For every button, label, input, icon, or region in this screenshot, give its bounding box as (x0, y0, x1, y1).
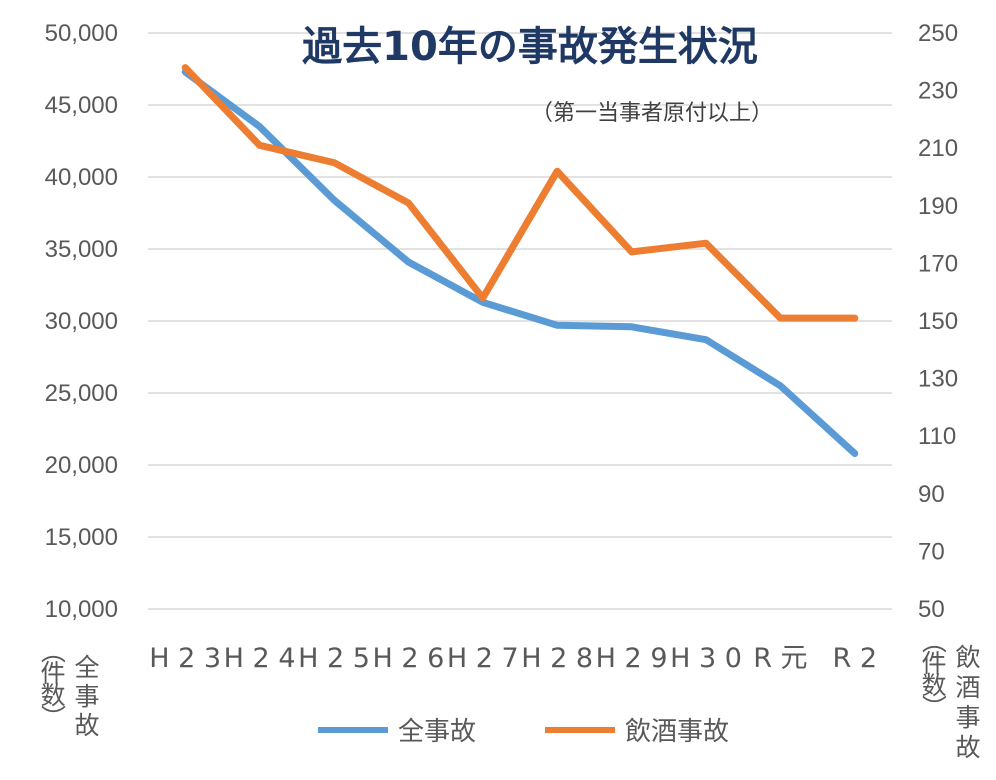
legend-label-drunk-accidents: 飲酒事故 (625, 717, 729, 747)
left-axis-label-unit-char: （ (38, 638, 67, 663)
left-tick-label: 20,000 (45, 452, 118, 479)
left-axis-label-main-char: 故 (74, 711, 99, 740)
right-tick-label: 210 (918, 135, 958, 162)
right-tick-label: 50 (918, 596, 945, 623)
gridlines (148, 32, 892, 610)
right-axis-ticks: 50 70 90 110 130 150 170 190 210 230 250 (918, 20, 958, 623)
series-line-0 (181, 68, 859, 457)
right-tick-label: 190 (918, 193, 958, 220)
x-tick-label: H 2 4 (224, 643, 296, 674)
left-axis-label: 全事故 （件数） (38, 638, 100, 740)
x-tick-label: H 2 5 (298, 643, 370, 674)
left-tick-label: 10,000 (45, 596, 118, 623)
x-tick-label: H 2 7 (447, 643, 519, 674)
x-tick-label: H 2 6 (372, 643, 444, 674)
right-tick-label: 170 (918, 250, 958, 277)
x-tick-label: R 元 (753, 643, 807, 674)
series-lines (181, 64, 859, 457)
left-axis-label-main-char: 全 (74, 653, 99, 682)
left-tick-label: 35,000 (45, 236, 118, 263)
x-tick-label: R 2 (833, 643, 878, 674)
right-tick-label: 90 (918, 481, 945, 508)
right-axis-label-main-char: 飲 (955, 643, 980, 672)
right-axis-label: 飲酒事故 （件数） (919, 628, 981, 762)
left-tick-label: 15,000 (45, 524, 118, 551)
left-axis-label-unit-char: ） (38, 704, 67, 729)
right-axis-label-main-char: 故 (955, 733, 980, 762)
right-axis-label-unit-char: 数 (921, 671, 946, 700)
left-tick-label: 50,000 (45, 20, 118, 47)
x-tick-label: H 2 3 (149, 643, 221, 674)
left-tick-label: 40,000 (45, 164, 118, 191)
right-axis-label-main-char: 事 (955, 703, 980, 732)
right-axis-label-main-char: 酒 (955, 673, 980, 702)
left-axis-label-main-char: 事 (74, 682, 99, 711)
left-tick-label: 25,000 (45, 380, 118, 407)
left-tick-label: 45,000 (45, 92, 118, 119)
chart-title: 過去10年の事故発生状況 (302, 24, 758, 70)
left-tick-label: 30,000 (45, 308, 118, 335)
right-axis-label-unit-char: （ (919, 628, 948, 653)
right-axis-label-unit-char: 件 (921, 649, 946, 678)
legend: 全事故 飲酒事故 (318, 717, 729, 747)
right-tick-label: 110 (918, 423, 956, 450)
left-axis-label-unit-char: 件 (40, 659, 65, 688)
right-tick-label: 250 (918, 20, 958, 47)
left-axis-ticks: 10,000 15,000 20,000 25,000 30,000 35,000 40,0… (45, 20, 118, 623)
right-tick-label: 150 (918, 308, 958, 335)
series-line-1 (181, 64, 859, 322)
x-tick-label: H 3 0 (670, 643, 742, 674)
left-axis-label-unit-char: 数 (40, 681, 65, 710)
x-tick-label: H 2 9 (596, 643, 668, 674)
right-axis-label-unit-char: ） (919, 694, 948, 719)
legend-label-all-accidents: 全事故 (398, 717, 476, 747)
right-tick-label: 130 (918, 366, 958, 393)
chart-subtitle: （第一当事者原付以上） (531, 101, 773, 126)
right-tick-label: 230 (918, 78, 958, 105)
x-tick-label: H 2 8 (521, 643, 593, 674)
right-tick-label: 70 (918, 538, 945, 565)
